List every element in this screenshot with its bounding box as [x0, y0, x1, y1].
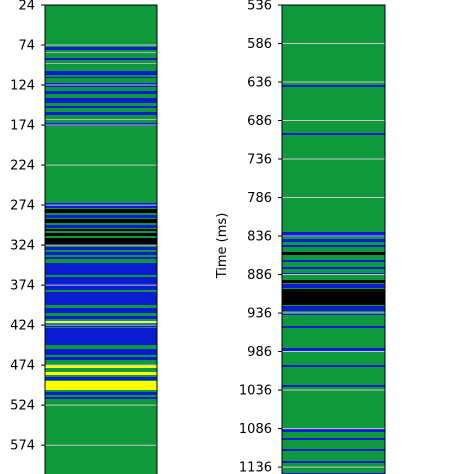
y-tick-label: 224	[10, 159, 35, 174]
band	[282, 273, 385, 275]
y-tick-label: 174	[10, 119, 35, 134]
y-tick-label: 636	[247, 76, 272, 91]
y-tick-label: 786	[247, 191, 272, 206]
band	[45, 238, 157, 245]
band	[282, 284, 385, 288]
y-tick-label: 936	[247, 307, 272, 322]
band	[45, 247, 157, 250]
band	[45, 328, 157, 345]
band	[45, 377, 157, 380]
plot-frame	[44, 4, 158, 474]
band	[282, 313, 385, 315]
band	[45, 233, 157, 236]
band	[282, 461, 385, 463]
band	[282, 239, 385, 242]
band	[282, 260, 385, 262]
band	[282, 85, 385, 87]
y-tick-label: 424	[10, 319, 35, 334]
y-tick-label: 736	[247, 153, 272, 168]
band	[45, 365, 157, 368]
y-tick-label: 1036	[239, 384, 272, 399]
y-tick-label: 474	[10, 359, 35, 374]
y-tick-label: 74	[18, 39, 35, 54]
y-tick-label: 836	[247, 230, 272, 245]
y-tick-label: 574	[10, 439, 35, 454]
band	[282, 280, 385, 283]
band	[282, 232, 385, 237]
band	[45, 229, 157, 231]
band	[282, 365, 385, 367]
panel-right: 536 586 636 686 736 786 836 886 936 986 1036 1086 11…	[215, 0, 386, 474]
band	[45, 225, 157, 228]
plot-frame	[281, 4, 386, 474]
band	[282, 306, 385, 311]
band	[282, 449, 385, 451]
band	[282, 133, 385, 135]
y-tick-label: 1136	[239, 461, 272, 474]
band	[45, 98, 157, 103]
band	[45, 397, 157, 399]
band	[282, 429, 385, 432]
y-tick-label: 586	[247, 37, 272, 52]
band	[45, 372, 157, 375]
y-tick-label: 124	[10, 79, 35, 94]
band	[282, 252, 385, 255]
y-tick-label: 886	[247, 268, 272, 283]
band	[45, 123, 157, 126]
y-tick-label: 24	[18, 0, 35, 14]
panel-left: 24 74 124 174 224 274 324 374 424 474 524 574	[10, 0, 158, 474]
band	[45, 257, 157, 259]
band	[282, 348, 385, 351]
band	[45, 277, 157, 290]
band	[45, 71, 157, 75]
y-tick-label: 524	[10, 399, 35, 414]
y-tick-label: 1086	[239, 422, 272, 437]
band	[45, 58, 157, 60]
band	[45, 381, 157, 390]
band	[45, 219, 157, 223]
band	[45, 215, 157, 218]
y-axis-label: Time (ms)	[215, 213, 230, 280]
band	[45, 357, 157, 360]
y-tick-label: 536	[247, 0, 272, 14]
band	[45, 316, 157, 319]
y-tick-label: 986	[247, 345, 272, 360]
y-tick-label: 274	[10, 199, 35, 214]
band	[282, 326, 385, 328]
band	[45, 252, 157, 255]
band	[282, 289, 385, 305]
y-tick-label: 686	[247, 114, 272, 129]
plot-area	[45, 5, 157, 474]
band	[45, 63, 157, 64]
band	[45, 77, 157, 78]
band	[45, 209, 157, 213]
band	[282, 245, 385, 247]
y-tick-label: 374	[10, 279, 35, 294]
band	[45, 292, 157, 305]
y-tick-label: 324	[10, 239, 35, 254]
band	[45, 308, 157, 313]
band	[45, 112, 157, 115]
band	[45, 263, 157, 275]
plot-area	[282, 5, 385, 474]
band	[282, 438, 385, 440]
band	[45, 106, 157, 108]
band	[282, 267, 385, 269]
band	[45, 91, 157, 94]
band	[45, 321, 157, 323]
band	[45, 119, 157, 120]
band	[45, 47, 157, 50]
band	[45, 349, 157, 355]
band	[45, 52, 157, 53]
band	[282, 385, 385, 387]
band	[45, 392, 157, 395]
